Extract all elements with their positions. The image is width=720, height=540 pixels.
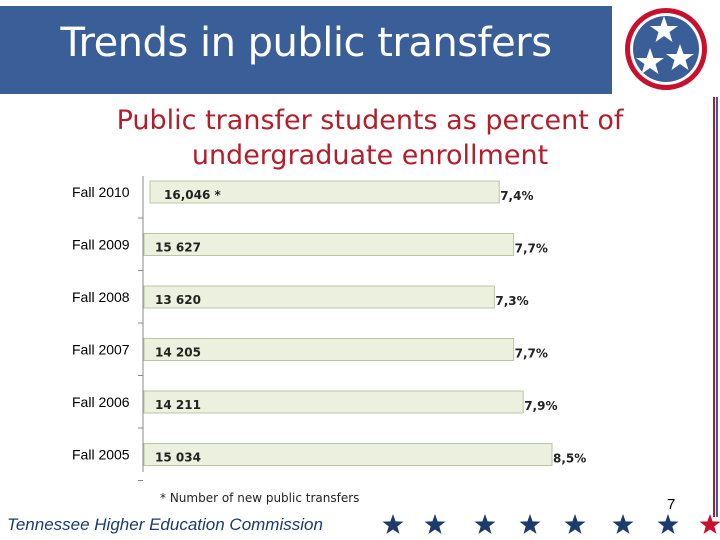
tennessee-tri-star-logo (625, 8, 707, 90)
category-label: Fall 2008 (72, 289, 130, 305)
logo-star-2 (666, 44, 694, 70)
page-number: 7 (667, 496, 676, 513)
bar-count-label: 13 620 (155, 293, 201, 307)
bar-value-label: 7,4% (500, 189, 533, 203)
bar (149, 180, 500, 204)
footer-star-icon (699, 514, 720, 534)
bar-count-label: 14 205 (155, 346, 201, 360)
title-band (0, 6, 612, 94)
bar-count-label: 16,046 * (164, 188, 221, 202)
footer-star-row (382, 514, 720, 534)
footer-star-icon (612, 514, 634, 534)
bar-value-label: 7,3% (495, 294, 528, 308)
bar-value-label: 7,7% (515, 242, 548, 256)
slide-title: Trends in public transfers (60, 20, 552, 66)
category-label: Fall 2007 (72, 342, 130, 358)
bar (143, 390, 524, 414)
bar (143, 285, 495, 309)
footer-star-icon (382, 514, 404, 534)
footnote: * Number of new public transfers (160, 491, 360, 505)
logo-star-3 (636, 48, 664, 74)
bar-count-label: 14 211 (155, 398, 201, 412)
chart-title: Public transfer students as percent of u… (116, 105, 624, 171)
footer-star-icon (564, 514, 586, 534)
bar (143, 338, 515, 361)
footer-star-icon (519, 514, 541, 534)
footer-star-icon (424, 514, 446, 534)
bar-count-label: 15 034 (155, 451, 201, 465)
bar-value-label: 7,7% (515, 347, 548, 361)
footer-star-icon (657, 514, 679, 534)
category-label: Fall 2010 (72, 184, 130, 200)
bar-count-label: 15 627 (155, 241, 201, 255)
bar (143, 443, 553, 466)
logo-star-1 (650, 16, 678, 42)
footer-star-icon (474, 514, 496, 534)
category-label: Fall 2009 (72, 237, 130, 253)
category-label: Fall 2005 (72, 447, 130, 463)
decorative-stripes (713, 97, 720, 517)
category-label: Fall 2006 (72, 394, 130, 410)
footer-organization: Tennessee Higher Education Commission (7, 515, 323, 534)
bar-value-label: 8,5% (553, 452, 586, 466)
bar (143, 233, 515, 256)
bar-value-label: 7,9% (524, 399, 557, 413)
